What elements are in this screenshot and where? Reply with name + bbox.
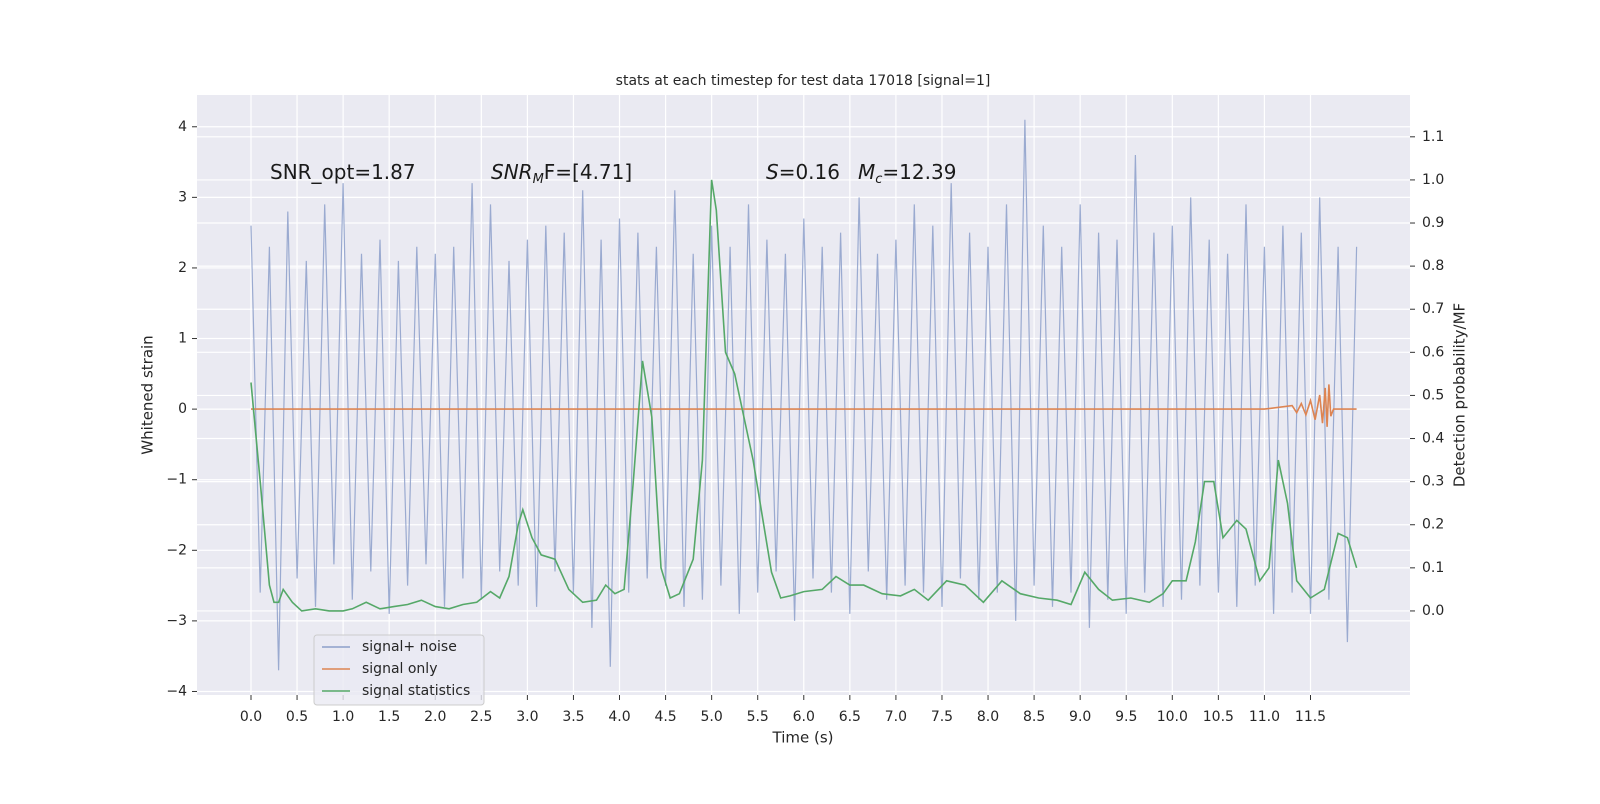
x-tick-label: 10.0 bbox=[1157, 709, 1188, 725]
annotation: SNRMF=[4.71] bbox=[491, 160, 632, 187]
x-tick-label: 7.5 bbox=[931, 709, 953, 725]
annotation: S=0.16 bbox=[766, 160, 840, 184]
annotation: SNR_opt=1.87 bbox=[270, 160, 416, 184]
chart-title: stats at each timestep for test data 170… bbox=[616, 73, 991, 89]
y2-tick-label: 0.8 bbox=[1422, 258, 1444, 274]
legend-label: signal statistics bbox=[362, 683, 470, 699]
x-tick-label: 7.0 bbox=[885, 709, 907, 725]
y-tick-label: 3 bbox=[178, 189, 187, 205]
y2-tick-label: 0.9 bbox=[1422, 215, 1444, 231]
y2-tick-label: 0.3 bbox=[1422, 474, 1444, 490]
x-tick-label: 0.0 bbox=[240, 709, 262, 725]
annotation-text: M bbox=[858, 160, 875, 184]
legend-label: signal+ noise bbox=[362, 639, 457, 655]
y-tick-label: 2 bbox=[178, 260, 187, 276]
x-tick-label: 9.0 bbox=[1069, 709, 1091, 725]
y-tick-label: 1 bbox=[178, 331, 187, 347]
annotation-tail: =0.16 bbox=[779, 160, 840, 184]
x-tick-label: 1.0 bbox=[332, 709, 354, 725]
x-tick-label: 3.5 bbox=[562, 709, 584, 725]
y2-tick-label: 0.2 bbox=[1422, 517, 1444, 533]
x-tick-label: 10.5 bbox=[1203, 709, 1234, 725]
x-tick-label: 1.5 bbox=[378, 709, 400, 725]
legend-box bbox=[313, 634, 485, 706]
x-tick-label: 8.5 bbox=[1023, 709, 1045, 725]
x-tick-label: 6.5 bbox=[839, 709, 861, 725]
legend-label: signal only bbox=[362, 661, 437, 677]
annotation-text: SNR_opt=1.87 bbox=[270, 160, 416, 184]
y2-tick-label: 0.5 bbox=[1422, 387, 1444, 403]
series-line bbox=[250, 119, 1358, 671]
y-tick-label: −4 bbox=[166, 683, 187, 699]
annotation-sub: M bbox=[533, 172, 544, 187]
y2-tick-label: 0.6 bbox=[1422, 344, 1444, 360]
x-tick-label: 4.0 bbox=[608, 709, 630, 725]
series-line bbox=[250, 179, 1358, 612]
annotation-text: SNR bbox=[491, 160, 533, 184]
x-axis-label: Time (s) bbox=[772, 729, 834, 747]
y2-tick-label: 1.0 bbox=[1422, 172, 1444, 188]
x-tick-label: 9.5 bbox=[1115, 709, 1137, 725]
y2-tick-label: 1.1 bbox=[1422, 129, 1444, 145]
y2-tick-label: 0.0 bbox=[1422, 603, 1444, 619]
x-tick-label: 2.5 bbox=[470, 709, 492, 725]
y2-tick-label: 0.4 bbox=[1422, 431, 1444, 447]
y-tick-label: 4 bbox=[178, 119, 187, 135]
x-tick-label: 6.0 bbox=[793, 709, 815, 725]
x-tick-label: 11.0 bbox=[1249, 709, 1280, 725]
y2-axis-label: Detection probability/MF bbox=[1451, 303, 1469, 487]
y2-tick-label: 0.1 bbox=[1422, 560, 1444, 576]
annotation-tail: =12.39 bbox=[882, 160, 956, 184]
annotation: Mc=12.39 bbox=[858, 160, 956, 187]
x-tick-label: 4.5 bbox=[654, 709, 676, 725]
annotation-tail: F=[4.71] bbox=[544, 160, 632, 184]
x-tick-label: 8.0 bbox=[977, 709, 999, 725]
x-tick-label: 0.5 bbox=[286, 709, 308, 725]
x-tick-label: 5.0 bbox=[701, 709, 723, 725]
y-tick-label: −2 bbox=[166, 542, 187, 558]
y-tick-label: −3 bbox=[166, 613, 187, 629]
y2-tick-label: 0.7 bbox=[1422, 301, 1444, 317]
x-tick-label: 11.5 bbox=[1295, 709, 1326, 725]
x-tick-label: 5.5 bbox=[747, 709, 769, 725]
annotation-text: S bbox=[766, 160, 779, 184]
x-tick-label: 2.0 bbox=[424, 709, 446, 725]
y-axis-label: Whitened strain bbox=[139, 335, 157, 454]
y-tick-label: −1 bbox=[166, 472, 187, 488]
series-line bbox=[251, 384, 1357, 427]
annotation-sub: c bbox=[875, 172, 882, 187]
y-tick-label: 0 bbox=[178, 401, 187, 417]
x-tick-label: 3.0 bbox=[516, 709, 538, 725]
